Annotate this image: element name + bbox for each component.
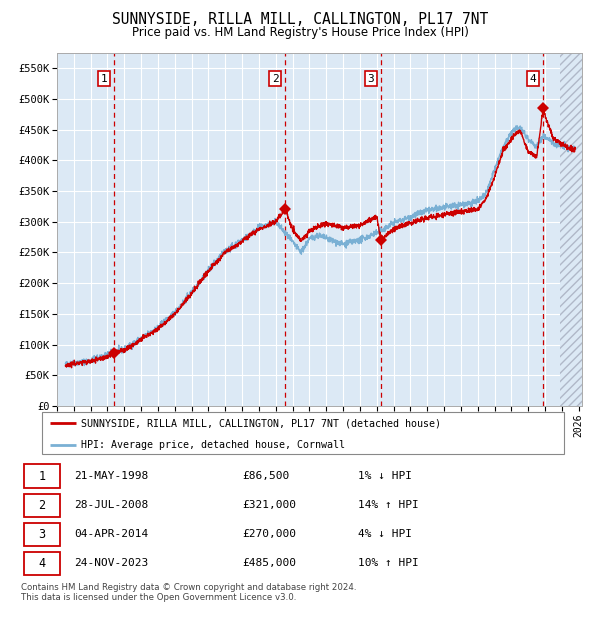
Text: 14% ↑ HPI: 14% ↑ HPI [358, 500, 418, 510]
Bar [560, 53, 582, 406]
Text: £485,000: £485,000 [242, 559, 296, 569]
Text: Price paid vs. HM Land Registry's House Price Index (HPI): Price paid vs. HM Land Registry's House … [131, 26, 469, 39]
FancyBboxPatch shape [24, 552, 60, 575]
Text: 3: 3 [38, 528, 46, 541]
Text: 1: 1 [38, 470, 46, 483]
Text: SUNNYSIDE, RILLA MILL, CALLINGTON, PL17 7NT (detached house): SUNNYSIDE, RILLA MILL, CALLINGTON, PL17 … [81, 418, 441, 428]
FancyBboxPatch shape [24, 523, 60, 546]
Text: 1: 1 [101, 74, 107, 84]
Text: 04-APR-2014: 04-APR-2014 [74, 529, 149, 539]
Text: Contains HM Land Registry data © Crown copyright and database right 2024.
This d: Contains HM Land Registry data © Crown c… [21, 583, 356, 602]
Text: HPI: Average price, detached house, Cornwall: HPI: Average price, detached house, Corn… [81, 440, 345, 450]
Text: £86,500: £86,500 [242, 471, 290, 481]
Text: 2: 2 [38, 499, 46, 511]
Text: 4: 4 [38, 557, 46, 570]
Text: 28-JUL-2008: 28-JUL-2008 [74, 500, 149, 510]
FancyBboxPatch shape [24, 494, 60, 517]
Text: 1% ↓ HPI: 1% ↓ HPI [358, 471, 412, 481]
Text: £270,000: £270,000 [242, 529, 296, 539]
Text: 4% ↓ HPI: 4% ↓ HPI [358, 529, 412, 539]
Text: £321,000: £321,000 [242, 500, 296, 510]
Text: 4: 4 [530, 74, 536, 84]
Text: 24-NOV-2023: 24-NOV-2023 [74, 559, 149, 569]
FancyBboxPatch shape [42, 412, 564, 454]
FancyBboxPatch shape [24, 464, 60, 488]
Text: 2: 2 [272, 74, 278, 84]
Text: SUNNYSIDE, RILLA MILL, CALLINGTON, PL17 7NT: SUNNYSIDE, RILLA MILL, CALLINGTON, PL17 … [112, 12, 488, 27]
Text: 10% ↑ HPI: 10% ↑ HPI [358, 559, 418, 569]
Text: 3: 3 [367, 74, 374, 84]
Text: 21-MAY-1998: 21-MAY-1998 [74, 471, 149, 481]
